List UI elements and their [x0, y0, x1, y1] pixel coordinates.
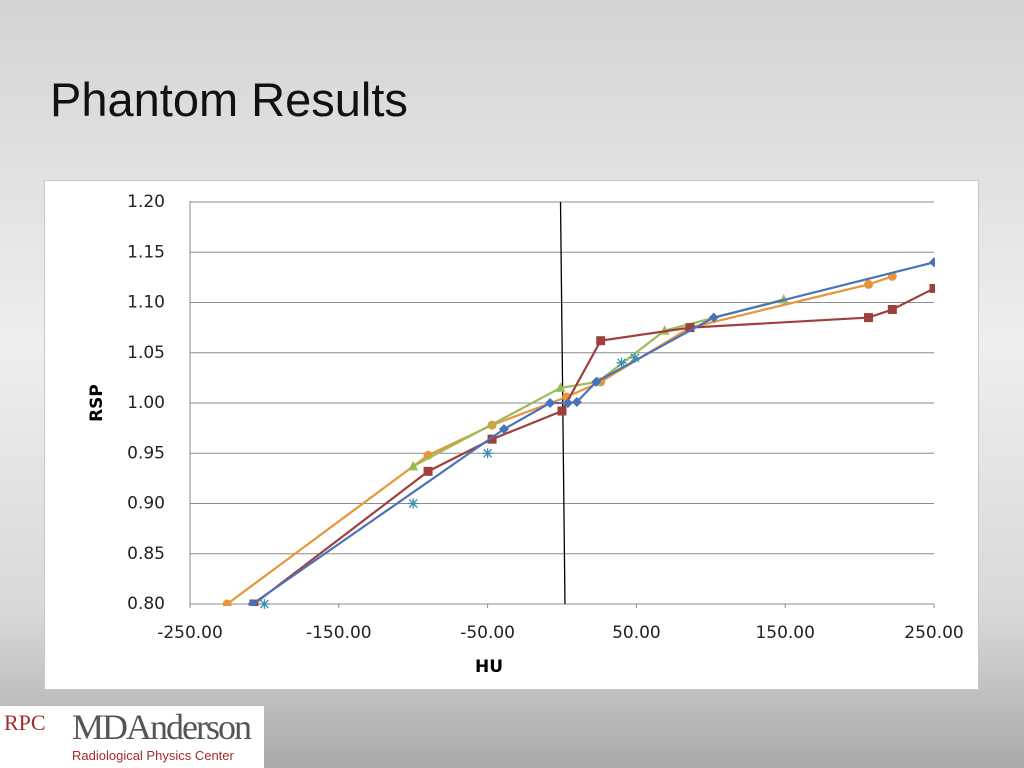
- point: [482, 448, 493, 459]
- y-tick-label: 0.90: [127, 494, 165, 514]
- logo-mark: RPC: [4, 710, 46, 735]
- x-tick-label: 150.00: [755, 623, 814, 643]
- point: [708, 312, 719, 323]
- point: [423, 466, 433, 476]
- series-line: [226, 275, 893, 605]
- logo-name: MDAnderson: [72, 707, 252, 747]
- point: [557, 406, 567, 416]
- point: [864, 279, 874, 289]
- point: [545, 398, 556, 408]
- point: [571, 396, 582, 407]
- point: [562, 398, 573, 408]
- point: [259, 599, 270, 609]
- y-tick-label: 0.85: [127, 544, 165, 564]
- y-tick-label: 1.15: [127, 242, 165, 262]
- logo-subtitle: Radiological Physics Center: [72, 748, 234, 763]
- x-axis-title: HU: [475, 657, 503, 677]
- series-line: [251, 261, 935, 605]
- point: [408, 460, 419, 471]
- y-tick-label: 1.20: [127, 192, 165, 212]
- series-line: [253, 287, 935, 605]
- x-tick-label: -250.00: [157, 623, 223, 643]
- point: [498, 424, 509, 435]
- chart-frame: RSP HU 0.80 0.85 0.90 0.95 1.00 1.05 1.10 1.15 1…: [44, 180, 979, 690]
- y-tick-label: 1.05: [127, 343, 165, 363]
- point: [616, 357, 627, 368]
- y-tick-label: 0.95: [127, 443, 165, 463]
- x-tick-label: -150.00: [306, 623, 372, 643]
- point: [864, 313, 874, 323]
- y-tick-label: 1.00: [127, 393, 165, 413]
- point: [408, 498, 419, 509]
- slide-title: Phantom Results: [50, 73, 408, 126]
- point: [685, 323, 695, 333]
- y-axis-title: RSP: [87, 384, 107, 422]
- point: [629, 352, 640, 363]
- x-tick-label: 50.00: [612, 623, 661, 643]
- chart: RSP HU 0.80 0.85 0.90 0.95 1.00 1.05 1.10 1.15 1…: [87, 192, 964, 677]
- plot-area: [222, 201, 935, 606]
- y-tick-label: 1.10: [127, 293, 165, 313]
- logo: RPC MDAnderson Radiological Physics Cent…: [0, 706, 264, 768]
- point: [222, 599, 232, 606]
- x-tick-label: 250.00: [904, 623, 963, 643]
- point: [487, 434, 497, 444]
- y-tick-label: 0.80: [127, 594, 165, 614]
- point: [555, 382, 566, 392]
- point: [929, 283, 935, 293]
- x-tick-label: -50.00: [460, 623, 515, 643]
- point: [887, 305, 897, 315]
- point: [596, 336, 606, 346]
- point: [929, 257, 935, 268]
- point: [247, 599, 258, 606]
- point: [591, 376, 602, 387]
